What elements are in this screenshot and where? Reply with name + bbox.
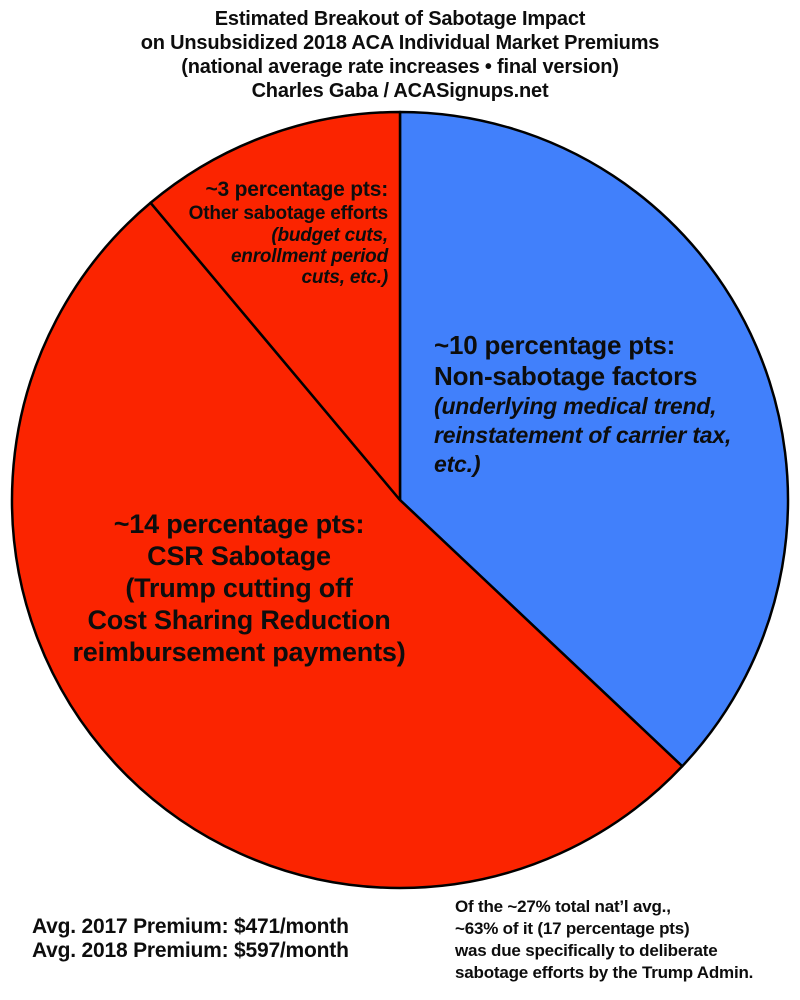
non-sabotage-detail-2: reinstatement of carrier tax, [434, 422, 732, 448]
csr-sabotage-line-4: reimbursement payments) [72, 637, 406, 667]
summary-line-1: Of the ~27% total nat’l avg., [455, 897, 671, 916]
premium-2017: Avg. 2017 Premium: $471/month [32, 915, 349, 938]
label-non-sabotage-slice: ~10 percentage pts: Non-sabotage factors… [434, 330, 731, 479]
premium-footnote: Avg. 2017 Premium: $471/month Avg. 2018 … [32, 915, 349, 963]
other-sabotage-subheading: Other sabotage efforts [188, 203, 389, 224]
other-sabotage-detail-2: enrollment period [230, 246, 388, 267]
other-sabotage-detail-1: (budget cuts, [271, 225, 388, 246]
non-sabotage-subheading: Non-sabotage factors [434, 361, 698, 391]
pie-slice-other-sabotage [149, 110, 402, 502]
other-sabotage-detail-3: cuts, etc.) [301, 267, 389, 288]
summary-line-4: sabotage efforts by the Trump Admin. [455, 963, 754, 982]
label-csr-sabotage-slice: ~14 percentage pts: CSR Sabotage (Trump … [35, 508, 443, 668]
summary-footnote: Of the ~27% total nat’l avg., ~63% of it… [455, 896, 753, 984]
summary-line-3: was due specifically to deliberate [455, 941, 718, 960]
other-sabotage-heading: ~3 percentage pts: [205, 178, 388, 201]
chart-title-line-3: (national average rate increases • final… [181, 56, 619, 78]
chart-title: Estimated Breakout of Sabotage Impact on… [0, 7, 800, 103]
csr-sabotage-line-3: Cost Sharing Reduction [87, 605, 391, 635]
csr-sabotage-heading: ~14 percentage pts: [113, 509, 365, 539]
summary-line-2: ~63% of it (17 percentage pts) [455, 919, 690, 938]
csr-sabotage-line-1: CSR Sabotage [147, 541, 331, 571]
non-sabotage-detail-3: etc.) [434, 451, 481, 477]
pie-slice-non-sabotage [398, 110, 790, 768]
chart-title-byline: Charles Gaba / ACASignups.net [251, 80, 549, 102]
non-sabotage-heading: ~10 percentage pts: [434, 330, 676, 360]
chart-title-line-1: Estimated Breakout of Sabotage Impact [214, 8, 586, 30]
pie-slice-csr-sabotage [10, 201, 684, 890]
chart-title-line-2: on Unsubsidized 2018 ACA Individual Mark… [140, 32, 660, 54]
label-other-sabotage-slice: ~3 percentage pts: Other sabotage effort… [188, 178, 389, 288]
premium-2018: Avg. 2018 Premium: $597/month [32, 939, 349, 962]
non-sabotage-detail-1: (underlying medical trend, [434, 393, 717, 419]
csr-sabotage-line-2: (Trump cutting off [125, 573, 353, 603]
